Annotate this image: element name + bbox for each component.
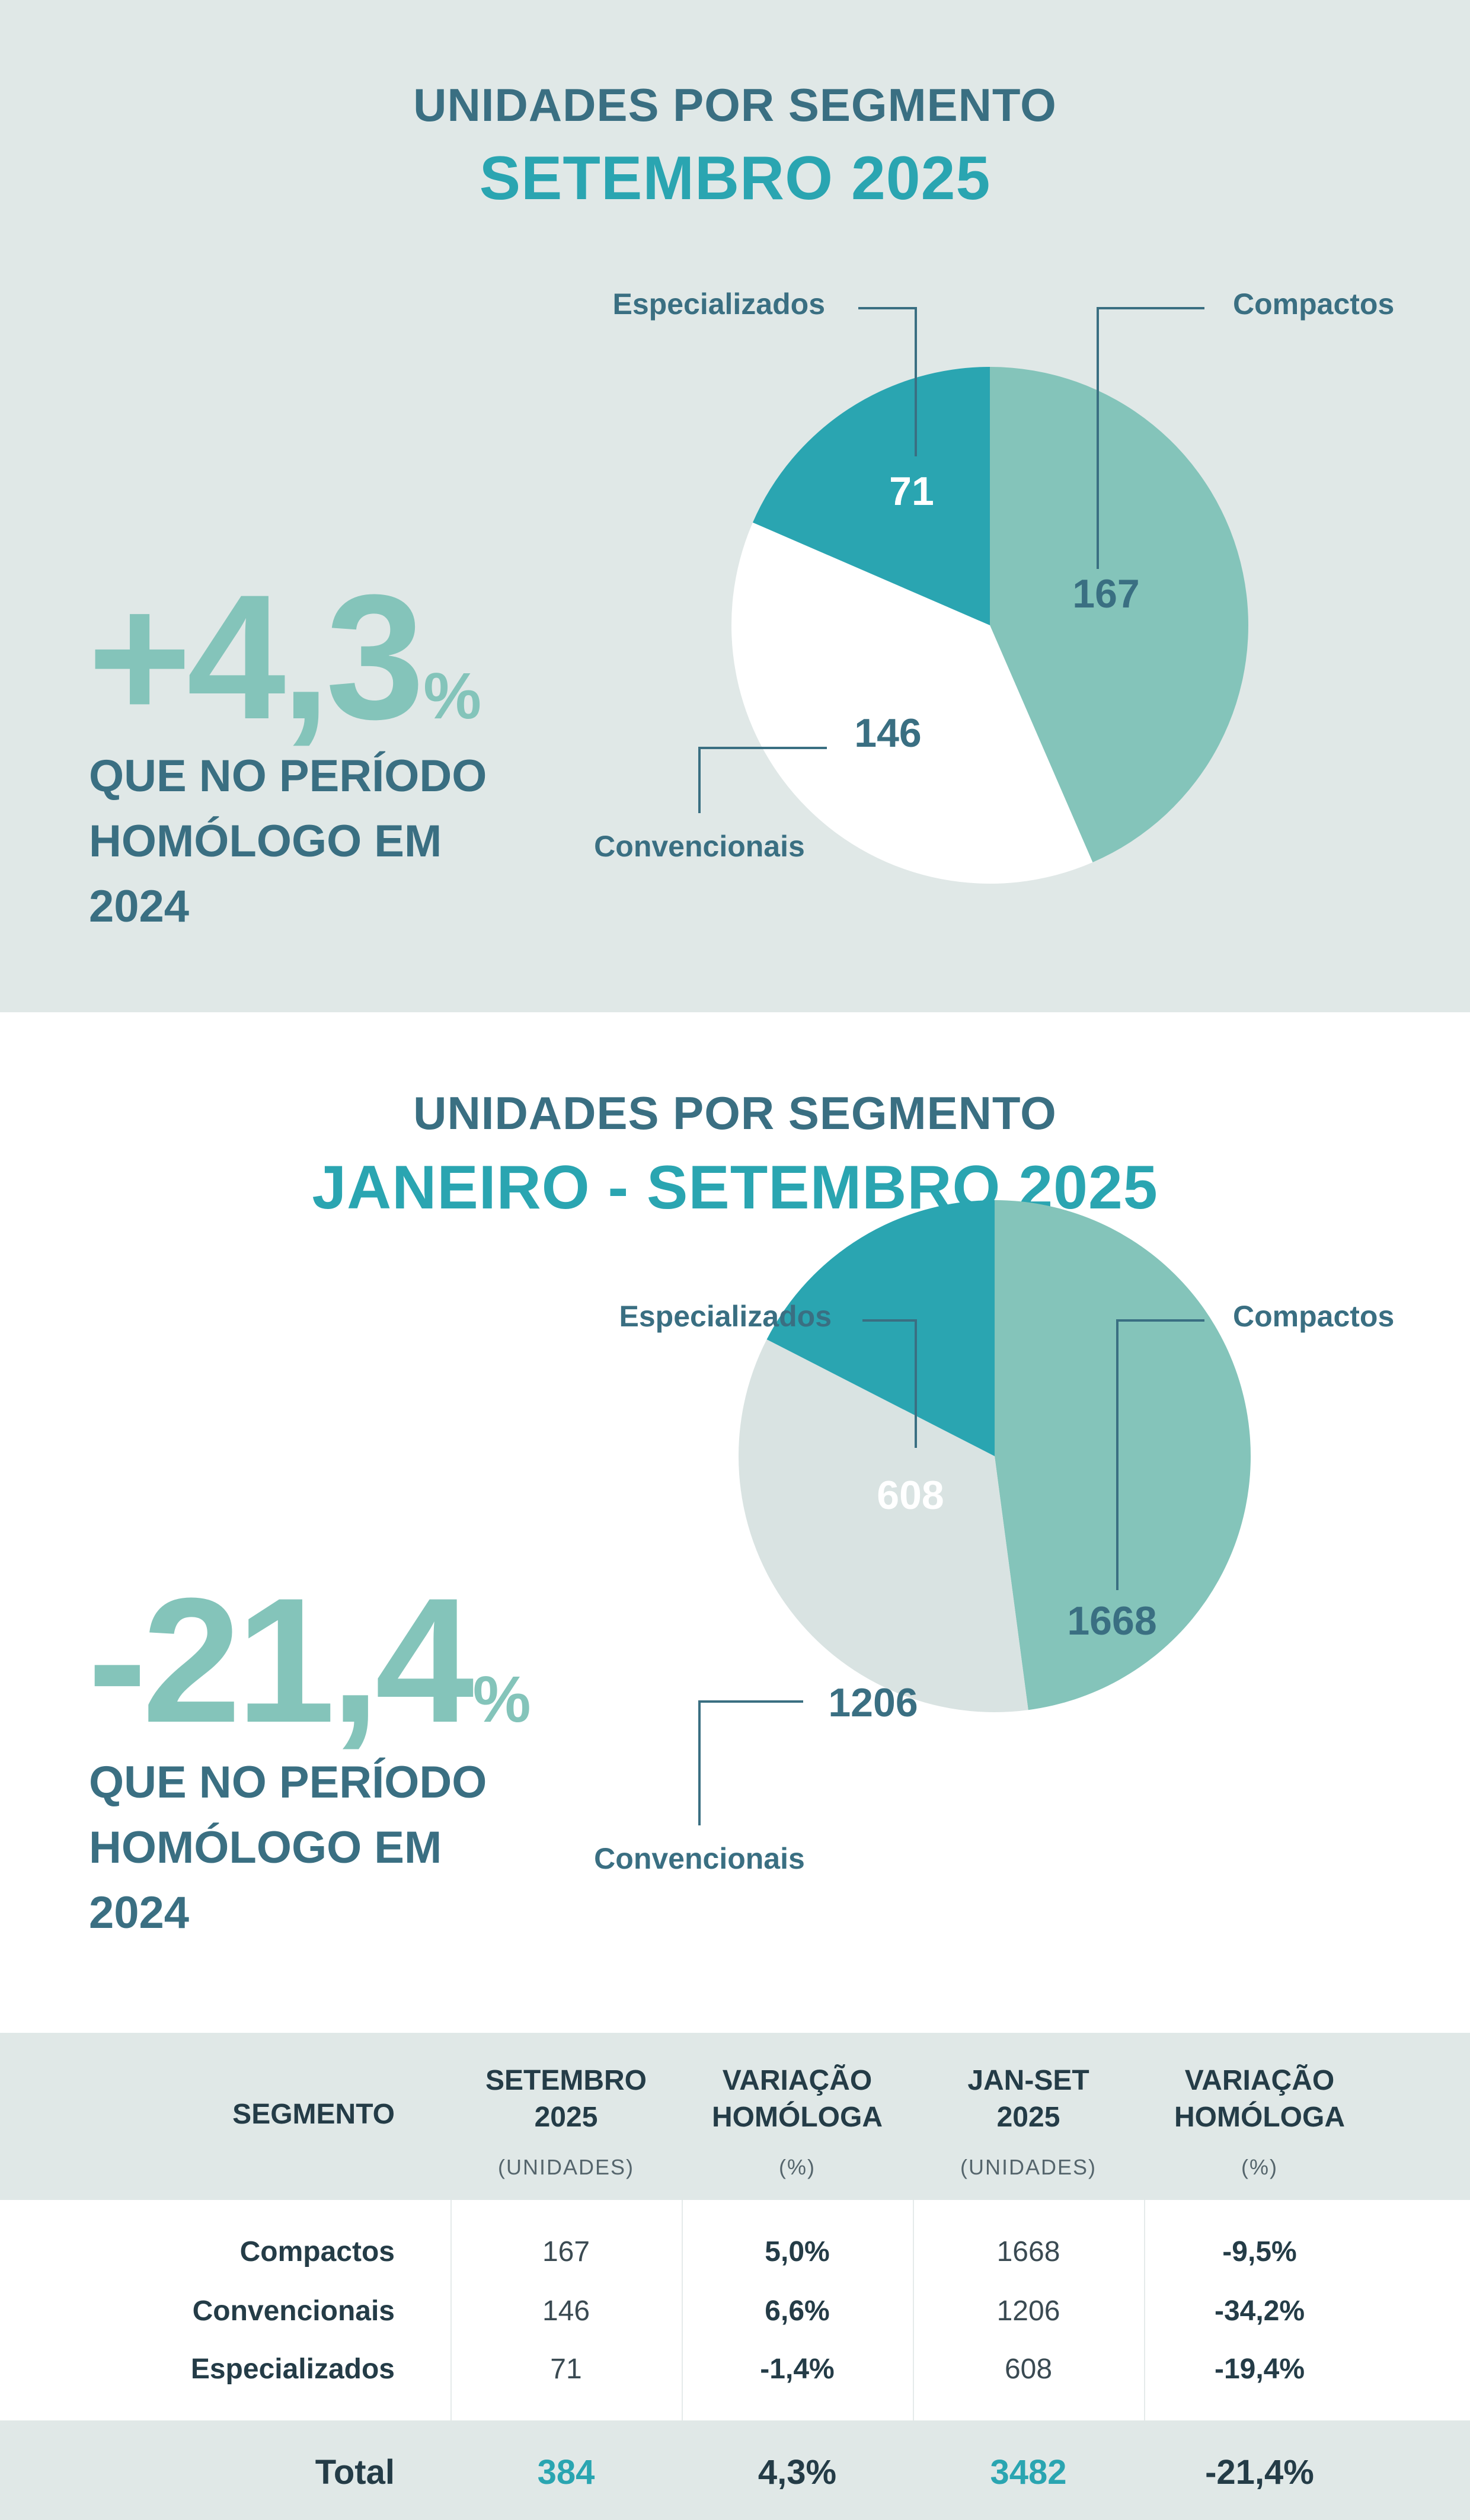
section1-subtitle-line: HOMÓLOGO EM [89, 816, 442, 866]
section2-big-number-value: -21,4 [88, 1560, 474, 1760]
cell-variation-month: 6,6% [765, 2295, 830, 2327]
section2-big-number-symbol: % [472, 1663, 531, 1736]
leader-convencionais [698, 747, 827, 813]
table-total-row: Total 384 4,3% 3482 -21,4% [0, 2420, 1470, 2520]
header-september-line2: 2025 [534, 2102, 598, 2133]
leader-especializados [862, 1319, 917, 1448]
header-september-line1: SETEMBRO [485, 2065, 647, 2096]
header-ytd: JAN-SET 2025 (UNIDADES) [913, 2062, 1144, 2186]
pie-slice-convencionais [739, 1339, 1028, 1712]
header-september-unit: (UNIDADES) [497, 2155, 634, 2179]
pie-slice-compactos [990, 367, 1248, 863]
section-september: UNIDADES POR SEGMENTO SETEMBRO 2025 +4,3… [0, 0, 1470, 1012]
cell-variation-ytd: -9,5% [1222, 2236, 1297, 2268]
section2-subtitle: QUE NO PERÍODO HOMÓLOGO EM 2024 [89, 1750, 539, 1946]
pie-chart-year-to-date: Especializados Compactos Convencionais 6… [594, 1200, 1394, 1875]
cell-variation-ytd: -19,4% [1214, 2353, 1305, 2385]
section2-title-top: UNIDADES POR SEGMENTO [413, 1087, 1057, 1139]
table-body [0, 2200, 1470, 2420]
column-divider [913, 2200, 914, 2420]
cell-ytd: 1668 [996, 2236, 1060, 2268]
row-label-especializados: Especializados [190, 2353, 395, 2385]
cell-september: 71 [550, 2353, 582, 2385]
section-year-to-date: UNIDADES POR SEGMENTO JANEIRO - SETEMBRO… [0, 1012, 1470, 2033]
cell-variation-month: -1,4% [760, 2353, 835, 2385]
legend-label-compactos: Compactos [1233, 1300, 1394, 1333]
section2-subtitle-line: QUE NO PERÍODO [89, 1757, 487, 1808]
cell-september: 146 [542, 2295, 590, 2327]
row-label-compactos: Compactos [239, 2236, 395, 2268]
column-divider [450, 2200, 452, 2420]
section2-big-number: -21,4% [88, 1558, 531, 1763]
leader-convencionais [698, 1700, 803, 1825]
header-ytd-line2: 2025 [996, 2102, 1060, 2133]
pie-chart-september: Especializados Compactos Convencionais 7… [594, 287, 1394, 884]
leader-compactos [1116, 1319, 1204, 1590]
pie-slice-compactos [995, 1200, 1251, 1710]
section1-big-number: +4,3% [88, 554, 481, 759]
header-variation-ytd-line1: VARIAÇÃO [1184, 2065, 1335, 2096]
column-divider [1144, 2200, 1145, 2420]
header-variation-ytd-unit: (%) [1241, 2155, 1278, 2179]
legend-label-convencionais: Convencionais [594, 830, 805, 863]
data-label-convencionais: 1206 [828, 1680, 918, 1725]
legend-label-convencionais: Convencionais [594, 1842, 805, 1875]
header-segment: SEGMENTO [232, 2099, 395, 2130]
header-variation-month-line2: HOMÓLOGA [712, 2102, 883, 2133]
section1-title-top: UNIDADES POR SEGMENTO [413, 79, 1057, 131]
section1-subtitle-line: QUE NO PERÍODO [89, 751, 487, 801]
header-variation-ytd-line2: HOMÓLOGA [1174, 2102, 1345, 2133]
leader-especializados [858, 307, 917, 456]
legend-label-compactos: Compactos [1233, 287, 1394, 321]
section2-subtitle-line: HOMÓLOGO EM [89, 1822, 442, 1873]
header-ytd-line1: JAN-SET [967, 2065, 1089, 2096]
header-variation-month: VARIAÇÃO HOMÓLOGA (%) [682, 2062, 913, 2186]
row-label-convencionais: Convencionais [192, 2295, 395, 2327]
pie-slice-especializados [766, 1200, 995, 1456]
data-label-especializados: 608 [877, 1473, 944, 1518]
section1-subtitle: QUE NO PERÍODO HOMÓLOGO EM 2024 [89, 744, 539, 939]
section1-subtitle-line: 2024 [89, 881, 190, 932]
cell-ytd: 1206 [996, 2295, 1060, 2327]
cell-variation-month: 5,0% [765, 2236, 830, 2268]
data-label-compactos: 167 [1072, 571, 1139, 616]
summary-table: SEGMENTO SETEMBRO 2025 (UNIDADES) VARIAÇ… [0, 2033, 1470, 2520]
cell-ytd: 608 [1004, 2353, 1053, 2385]
leader-compactos [1097, 307, 1204, 569]
total-september: 384 [537, 2453, 595, 2492]
cell-september: 167 [542, 2236, 590, 2268]
section1-title-main: SETEMBRO 2025 [479, 144, 991, 213]
cell-variation-ytd: -34,2% [1214, 2295, 1305, 2327]
data-label-compactos: 1668 [1067, 1598, 1156, 1643]
data-label-convencionais: 146 [854, 711, 921, 756]
section1-big-number-symbol: % [423, 660, 482, 733]
section2-subtitle-line: 2024 [89, 1888, 190, 1938]
legend-label-especializados: Especializados [619, 1300, 832, 1333]
header-variation-month-unit: (%) [779, 2155, 816, 2179]
total-ytd: 3482 [990, 2453, 1067, 2492]
pie-slice-convencionais [731, 522, 1093, 884]
header-variation-ytd: VARIAÇÃO HOMÓLOGA (%) [1144, 2062, 1375, 2186]
total-variation-month: 4,3% [758, 2453, 837, 2492]
table-header: SEGMENTO SETEMBRO 2025 (UNIDADES) VARIAÇ… [0, 2033, 1470, 2200]
section1-big-number-value: +4,3 [88, 557, 424, 756]
total-label: Total [315, 2453, 395, 2492]
header-ytd-unit: (UNIDADES) [960, 2155, 1097, 2179]
data-label-especializados: 71 [889, 469, 934, 514]
total-variation-ytd: -21,4% [1205, 2453, 1314, 2492]
header-september: SETEMBRO 2025 (UNIDADES) [450, 2062, 682, 2186]
column-divider [682, 2200, 683, 2420]
pie-slice-especializados [752, 367, 990, 625]
legend-label-especializados: Especializados [613, 287, 826, 321]
header-variation-month-line1: VARIAÇÃO [722, 2065, 873, 2096]
